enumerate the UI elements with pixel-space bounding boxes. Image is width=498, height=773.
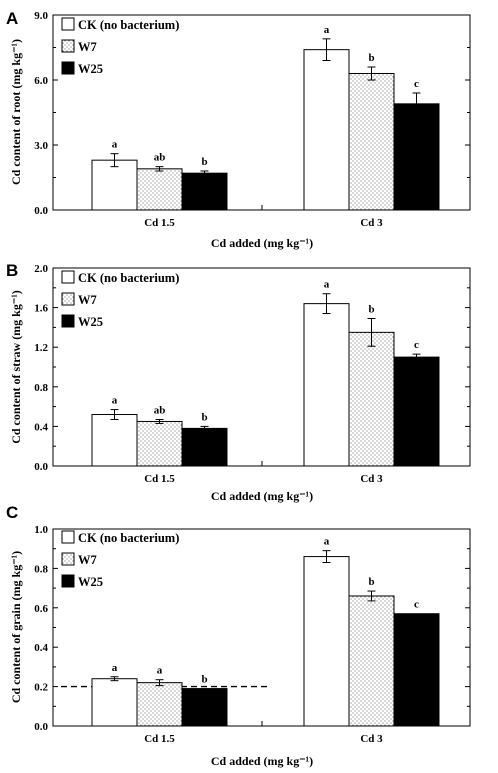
bar <box>181 172 228 211</box>
significance-letter: b <box>201 411 207 423</box>
y-tick-label: 2.0 <box>34 263 48 275</box>
panel-letter: C <box>6 503 18 522</box>
y-tick-label: 0.4 <box>34 642 48 654</box>
y-tick-label: 0.6 <box>34 603 48 615</box>
panel-letter: A <box>6 9 18 28</box>
significance-letter: a <box>112 662 118 674</box>
y-tick-label: 0.8 <box>34 382 48 394</box>
legend-swatch <box>61 61 75 75</box>
y-tick-label: 1.0 <box>34 524 48 536</box>
bar <box>393 356 440 467</box>
x-axis-label: Cd added (mg kg⁻¹) <box>211 236 313 250</box>
legend-label: CK (no bacterium) <box>78 18 179 32</box>
x-tick-label: Cd 3 <box>360 217 383 229</box>
bar <box>303 49 350 211</box>
significance-letter: a <box>324 279 330 291</box>
legend-label: W25 <box>78 315 103 329</box>
x-tick-label: Cd 1.5 <box>144 473 175 485</box>
x-axis-label: Cd added (mg kg⁻¹) <box>211 489 313 503</box>
x-tick-label: Cd 3 <box>360 473 383 485</box>
y-tick-label: 0.0 <box>34 721 48 733</box>
significance-letter: b <box>368 303 374 315</box>
bar <box>393 613 440 727</box>
x-tick-label: Cd 1.5 <box>144 217 175 229</box>
significance-letter: b <box>368 52 374 64</box>
y-tick-label: 9.0 <box>34 10 48 22</box>
legend-swatch <box>61 314 75 328</box>
bar <box>136 168 183 211</box>
bar <box>348 595 395 727</box>
legend-swatch <box>61 17 75 31</box>
chart-panel-a: A 0.0 3.0 6.0 9.0 Cd content of root (mg kg⁻¹… <box>6 9 471 250</box>
legend-swatch <box>61 530 75 544</box>
bar <box>348 331 395 467</box>
bar <box>181 427 228 467</box>
legend: CK (no bacterium) W7 W25 <box>61 17 179 76</box>
bar <box>91 414 138 467</box>
x-tick-label: Cd 3 <box>360 733 383 745</box>
bar <box>136 420 183 467</box>
y-tick-label: 3.0 <box>34 140 48 152</box>
bar <box>393 103 440 211</box>
x-tick-label: Cd 1.5 <box>144 733 175 745</box>
legend-label: CK (no bacterium) <box>78 531 179 545</box>
significance-letter: c <box>414 78 419 90</box>
significance-letter: ab <box>154 152 166 164</box>
bar <box>303 303 350 467</box>
legend: CK (no bacterium) W7 W25 <box>61 530 179 589</box>
significance-letter: a <box>157 665 163 677</box>
legend-swatch <box>61 574 75 588</box>
legend-label: W7 <box>78 293 97 307</box>
legend-swatch <box>61 552 75 566</box>
y-axis-label: Cd content of straw (mg kg⁻¹) <box>9 290 23 444</box>
y-tick-label: 0.0 <box>34 461 48 473</box>
bar <box>303 556 350 727</box>
bar <box>348 73 395 211</box>
bar <box>181 688 228 727</box>
y-tick-label: 0.0 <box>34 205 48 217</box>
significance-letter: ab <box>154 404 166 416</box>
y-tick-label: 1.6 <box>34 303 48 315</box>
y-axis-label: Cd content of grain (mg kg⁻¹) <box>9 551 23 703</box>
chart-panel-b: B 0.0 0.4 0.8 1.2 1.6 2.0 Cd content of straw (… <box>6 261 471 503</box>
significance-letter: b <box>368 576 374 588</box>
legend-swatch <box>61 39 75 53</box>
y-tick-label: 0.2 <box>34 682 48 694</box>
significance-letter: a <box>112 139 118 151</box>
legend-swatch <box>61 270 75 284</box>
significance-letter: a <box>112 395 118 407</box>
significance-letter: c <box>414 599 419 611</box>
legend-label: W7 <box>78 553 97 567</box>
panel-letter: B <box>6 261 18 280</box>
y-axis-label: Cd content of root (mg kg⁻¹) <box>9 39 23 185</box>
y-tick-label: 1.2 <box>34 342 48 354</box>
significance-letter: b <box>201 156 207 168</box>
chart-panel-c: C 0.0 0.2 0.4 0.6 0.8 1.0 Cd content of grain (… <box>6 503 471 768</box>
y-tick-label: 0.8 <box>34 563 48 575</box>
legend-label: W25 <box>78 575 103 589</box>
significance-letter: b <box>201 674 207 686</box>
significance-letter: a <box>324 536 330 548</box>
significance-letter: c <box>414 339 419 351</box>
significance-letter: a <box>324 24 330 36</box>
legend-label: W7 <box>78 40 97 54</box>
y-tick-label: 0.4 <box>34 421 48 433</box>
x-axis-label: Cd added (mg kg⁻¹) <box>211 754 313 768</box>
legend: CK (no bacterium) W7 W25 <box>61 270 179 329</box>
legend-label: W25 <box>78 62 103 76</box>
legend-swatch <box>61 292 75 306</box>
bar <box>91 159 138 211</box>
legend-label: CK (no bacterium) <box>78 271 179 285</box>
bar <box>91 678 138 727</box>
bar <box>136 682 183 727</box>
y-tick-label: 6.0 <box>34 75 48 87</box>
